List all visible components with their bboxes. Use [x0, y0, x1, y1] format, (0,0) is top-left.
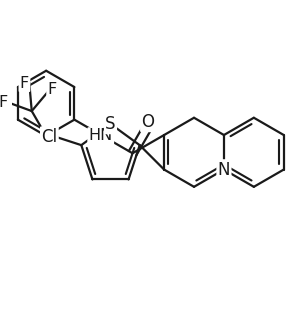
- Text: HN: HN: [89, 128, 113, 143]
- Text: F: F: [20, 76, 29, 91]
- Text: F: F: [0, 95, 7, 110]
- Text: O: O: [141, 113, 155, 131]
- Text: F: F: [47, 81, 57, 96]
- Text: S: S: [105, 115, 116, 133]
- Text: N: N: [218, 161, 230, 178]
- Text: Cl: Cl: [41, 128, 58, 146]
